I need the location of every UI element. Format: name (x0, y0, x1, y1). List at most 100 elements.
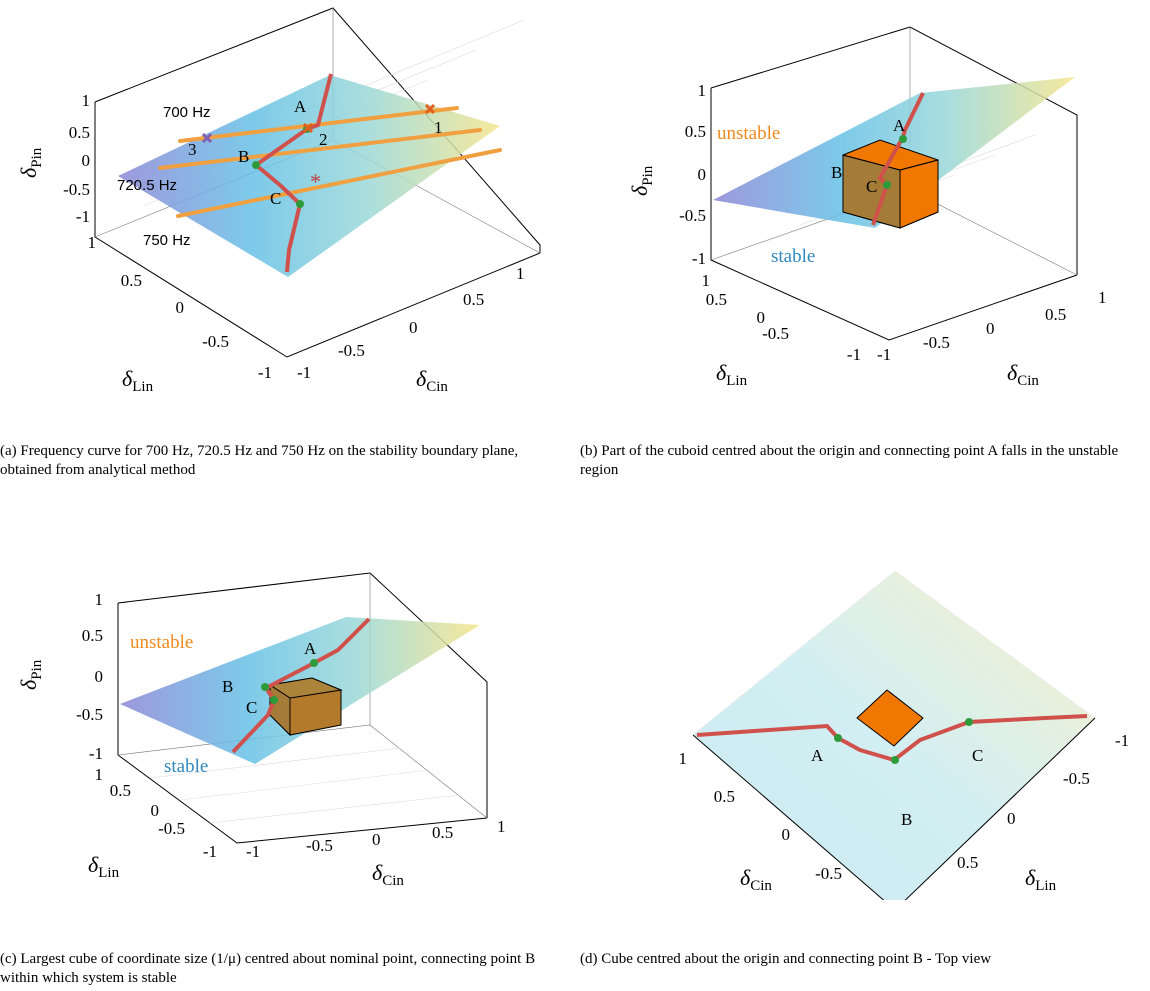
cube-top-view (856, 689, 924, 747)
svg-text:-0.5: -0.5 (923, 333, 950, 352)
x-axis-label: δCin (740, 865, 772, 894)
caption-b: (b) Part of the cuboid centred about the… (580, 443, 1119, 478)
boundary-curve (871, 92, 925, 226)
svg-text:0.5: 0.5 (69, 123, 90, 142)
point-b-marker (261, 683, 269, 691)
point-b-label: B (222, 677, 233, 696)
point-c-marker (883, 181, 891, 189)
x-ticks: -1 -0.5 0 0.5 1 (877, 288, 1107, 364)
svg-text:-0.5: -0.5 (76, 705, 103, 724)
svg-text:-0.5: -0.5 (762, 324, 789, 343)
svg-text:0: 0 (698, 165, 707, 184)
svg-text:1: 1 (82, 91, 91, 110)
svg-text:0: 0 (409, 318, 418, 337)
svg-text:0.5: 0.5 (432, 823, 453, 842)
y-axis-label: δLin (88, 852, 120, 881)
svg-text:1: 1 (679, 749, 688, 768)
boundary-curve (231, 617, 371, 754)
svg-text:1: 1 (88, 233, 97, 252)
label-700hz: 700 Hz (163, 104, 211, 121)
svg-text:0: 0 (82, 151, 91, 170)
stability-surface (118, 75, 500, 277)
label-750hz: 750 Hz (143, 232, 191, 249)
svg-text:-1: -1 (847, 345, 861, 364)
svg-text:1: 1 (698, 81, 707, 100)
z-ticks: 1 0.5 0 -0.5 -1 (76, 590, 103, 763)
svg-text:0.5: 0.5 (463, 290, 484, 309)
svg-text:0.5: 0.5 (121, 271, 142, 290)
freq-line-750 (176, 148, 502, 218)
point-c-label: C (270, 189, 281, 208)
svg-text:-0.5: -0.5 (158, 819, 185, 838)
marker-1-label: 1 (434, 118, 443, 137)
stable-label: stable (771, 246, 815, 267)
x-ticks: -1 -0.5 0 0.5 1 (246, 817, 506, 861)
marker-2-label: 2 (319, 130, 328, 149)
svg-text:-1: -1 (203, 842, 217, 861)
svg-text:-1: -1 (246, 842, 260, 861)
z-ticks: 1 0.5 0 -0.5 -1 (63, 91, 90, 226)
y-axis-label: δLin (122, 366, 154, 395)
x-axis-label: δCin (372, 860, 404, 889)
svg-text:-0.5: -0.5 (202, 332, 229, 351)
svg-text:0: 0 (782, 825, 791, 844)
svg-text:1: 1 (95, 590, 104, 609)
y-ticks: -1 -0.5 0 0.5 1 (915, 731, 1129, 900)
svg-text:1: 1 (915, 898, 924, 900)
z-axis-label: δPin (627, 165, 656, 196)
marker-3-label: 3 (188, 140, 197, 159)
svg-text:0.5: 0.5 (82, 626, 103, 645)
caption-a: (a) Frequency curve for 700 Hz, 720.5 Hz… (0, 443, 519, 478)
panel-d: A B C 1 0.5 0 -0.5 -1 δCin -1 -0.5 0 0.5… (679, 570, 1129, 900)
svg-text:-1: -1 (258, 363, 272, 382)
svg-text:0: 0 (176, 298, 185, 317)
svg-text:-0.5: -0.5 (63, 180, 90, 199)
svg-text:-1: -1 (1115, 731, 1129, 750)
stable-label: stable (164, 756, 208, 777)
point-a-label: A (811, 746, 824, 765)
svg-text:-1: -1 (877, 345, 891, 364)
point-b-label: B (901, 810, 912, 829)
svg-text:0.5: 0.5 (1045, 305, 1066, 324)
y-axis-label: δLin (716, 360, 748, 389)
asterisk-marker: * (310, 169, 321, 194)
y-ticks: 1 0.5 0 -0.5 -1 (702, 271, 862, 364)
panel-b: unstable stable A B C 1 0.5 0 -0.5 -1 δP… (627, 26, 1107, 389)
svg-text:0: 0 (986, 319, 995, 338)
svg-text:-0.5: -0.5 (679, 206, 706, 225)
x-axis-label: δCin (1007, 360, 1039, 389)
svg-text:1: 1 (702, 271, 711, 290)
z-axis-label: δPin (16, 659, 45, 690)
y-axis-label: δLin (1025, 865, 1057, 894)
z-ticks: 1 0.5 0 -0.5 -1 (679, 81, 706, 268)
svg-text:-1: -1 (870, 898, 884, 900)
panel-a: * 700 Hz 720.5 Hz 750 Hz A B C 1 2 3 1 0… (16, 7, 541, 395)
svg-text:-0.5: -0.5 (1063, 769, 1090, 788)
svg-text:-1: -1 (76, 207, 90, 226)
point-c-marker (296, 200, 304, 208)
svg-text:-1: -1 (692, 249, 706, 268)
x-ticks: -1 -0.5 0 0.5 1 (297, 264, 525, 382)
svg-text:0: 0 (1007, 809, 1016, 828)
point-c-label: C (246, 698, 257, 717)
svg-text:-0.5: -0.5 (306, 836, 333, 855)
svg-text:0.5: 0.5 (957, 853, 978, 872)
svg-text:-0.5: -0.5 (338, 341, 365, 360)
caption-c: (c) Largest cube of coordinate size (1/μ… (0, 951, 536, 986)
point-b-label: B (238, 147, 249, 166)
point-b-marker (252, 161, 260, 169)
freq-line-720 (158, 128, 482, 170)
svg-text:0.5: 0.5 (685, 122, 706, 141)
point-a-label: A (304, 639, 317, 658)
boundary-curve (252, 73, 333, 273)
svg-text:1: 1 (1098, 288, 1107, 307)
svg-text:1: 1 (497, 817, 506, 836)
point-c-marker (965, 718, 973, 726)
point-c-label: C (972, 746, 983, 765)
svg-text:0: 0 (151, 801, 160, 820)
svg-text:0: 0 (95, 667, 104, 686)
svg-text:0: 0 (372, 830, 381, 849)
surface-edge-lower (692, 717, 1096, 900)
svg-text:0.5: 0.5 (706, 290, 727, 309)
svg-text:0.5: 0.5 (110, 781, 131, 800)
